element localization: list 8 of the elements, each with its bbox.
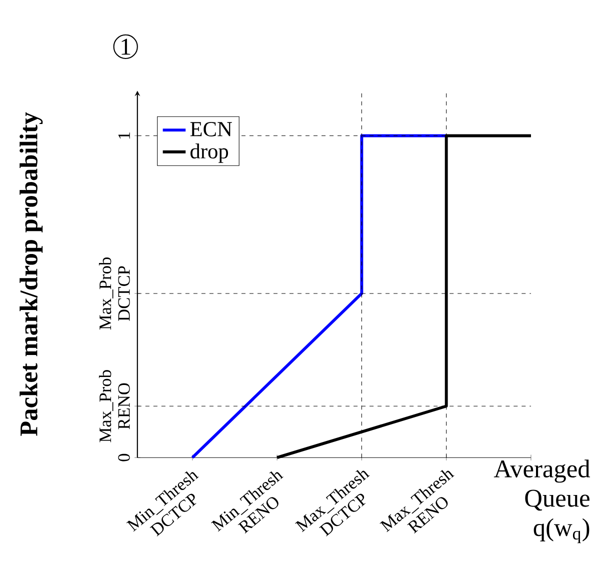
legend-label: ECN bbox=[190, 122, 232, 136]
y-tick-label: 0 bbox=[118, 454, 130, 462]
y-tick-label: Max_Prob DCTCP bbox=[98, 257, 130, 330]
x-axis-title: Averaged Queue q(w$_{q}$) bbox=[494, 459, 590, 544]
y-tick-label: 1 bbox=[118, 132, 130, 138]
legend-label: drop bbox=[190, 143, 228, 163]
y-axis-title: Packet mark/drop probability bbox=[20, 112, 43, 436]
y-tick-label: Max_Prob RENO bbox=[98, 370, 130, 442]
